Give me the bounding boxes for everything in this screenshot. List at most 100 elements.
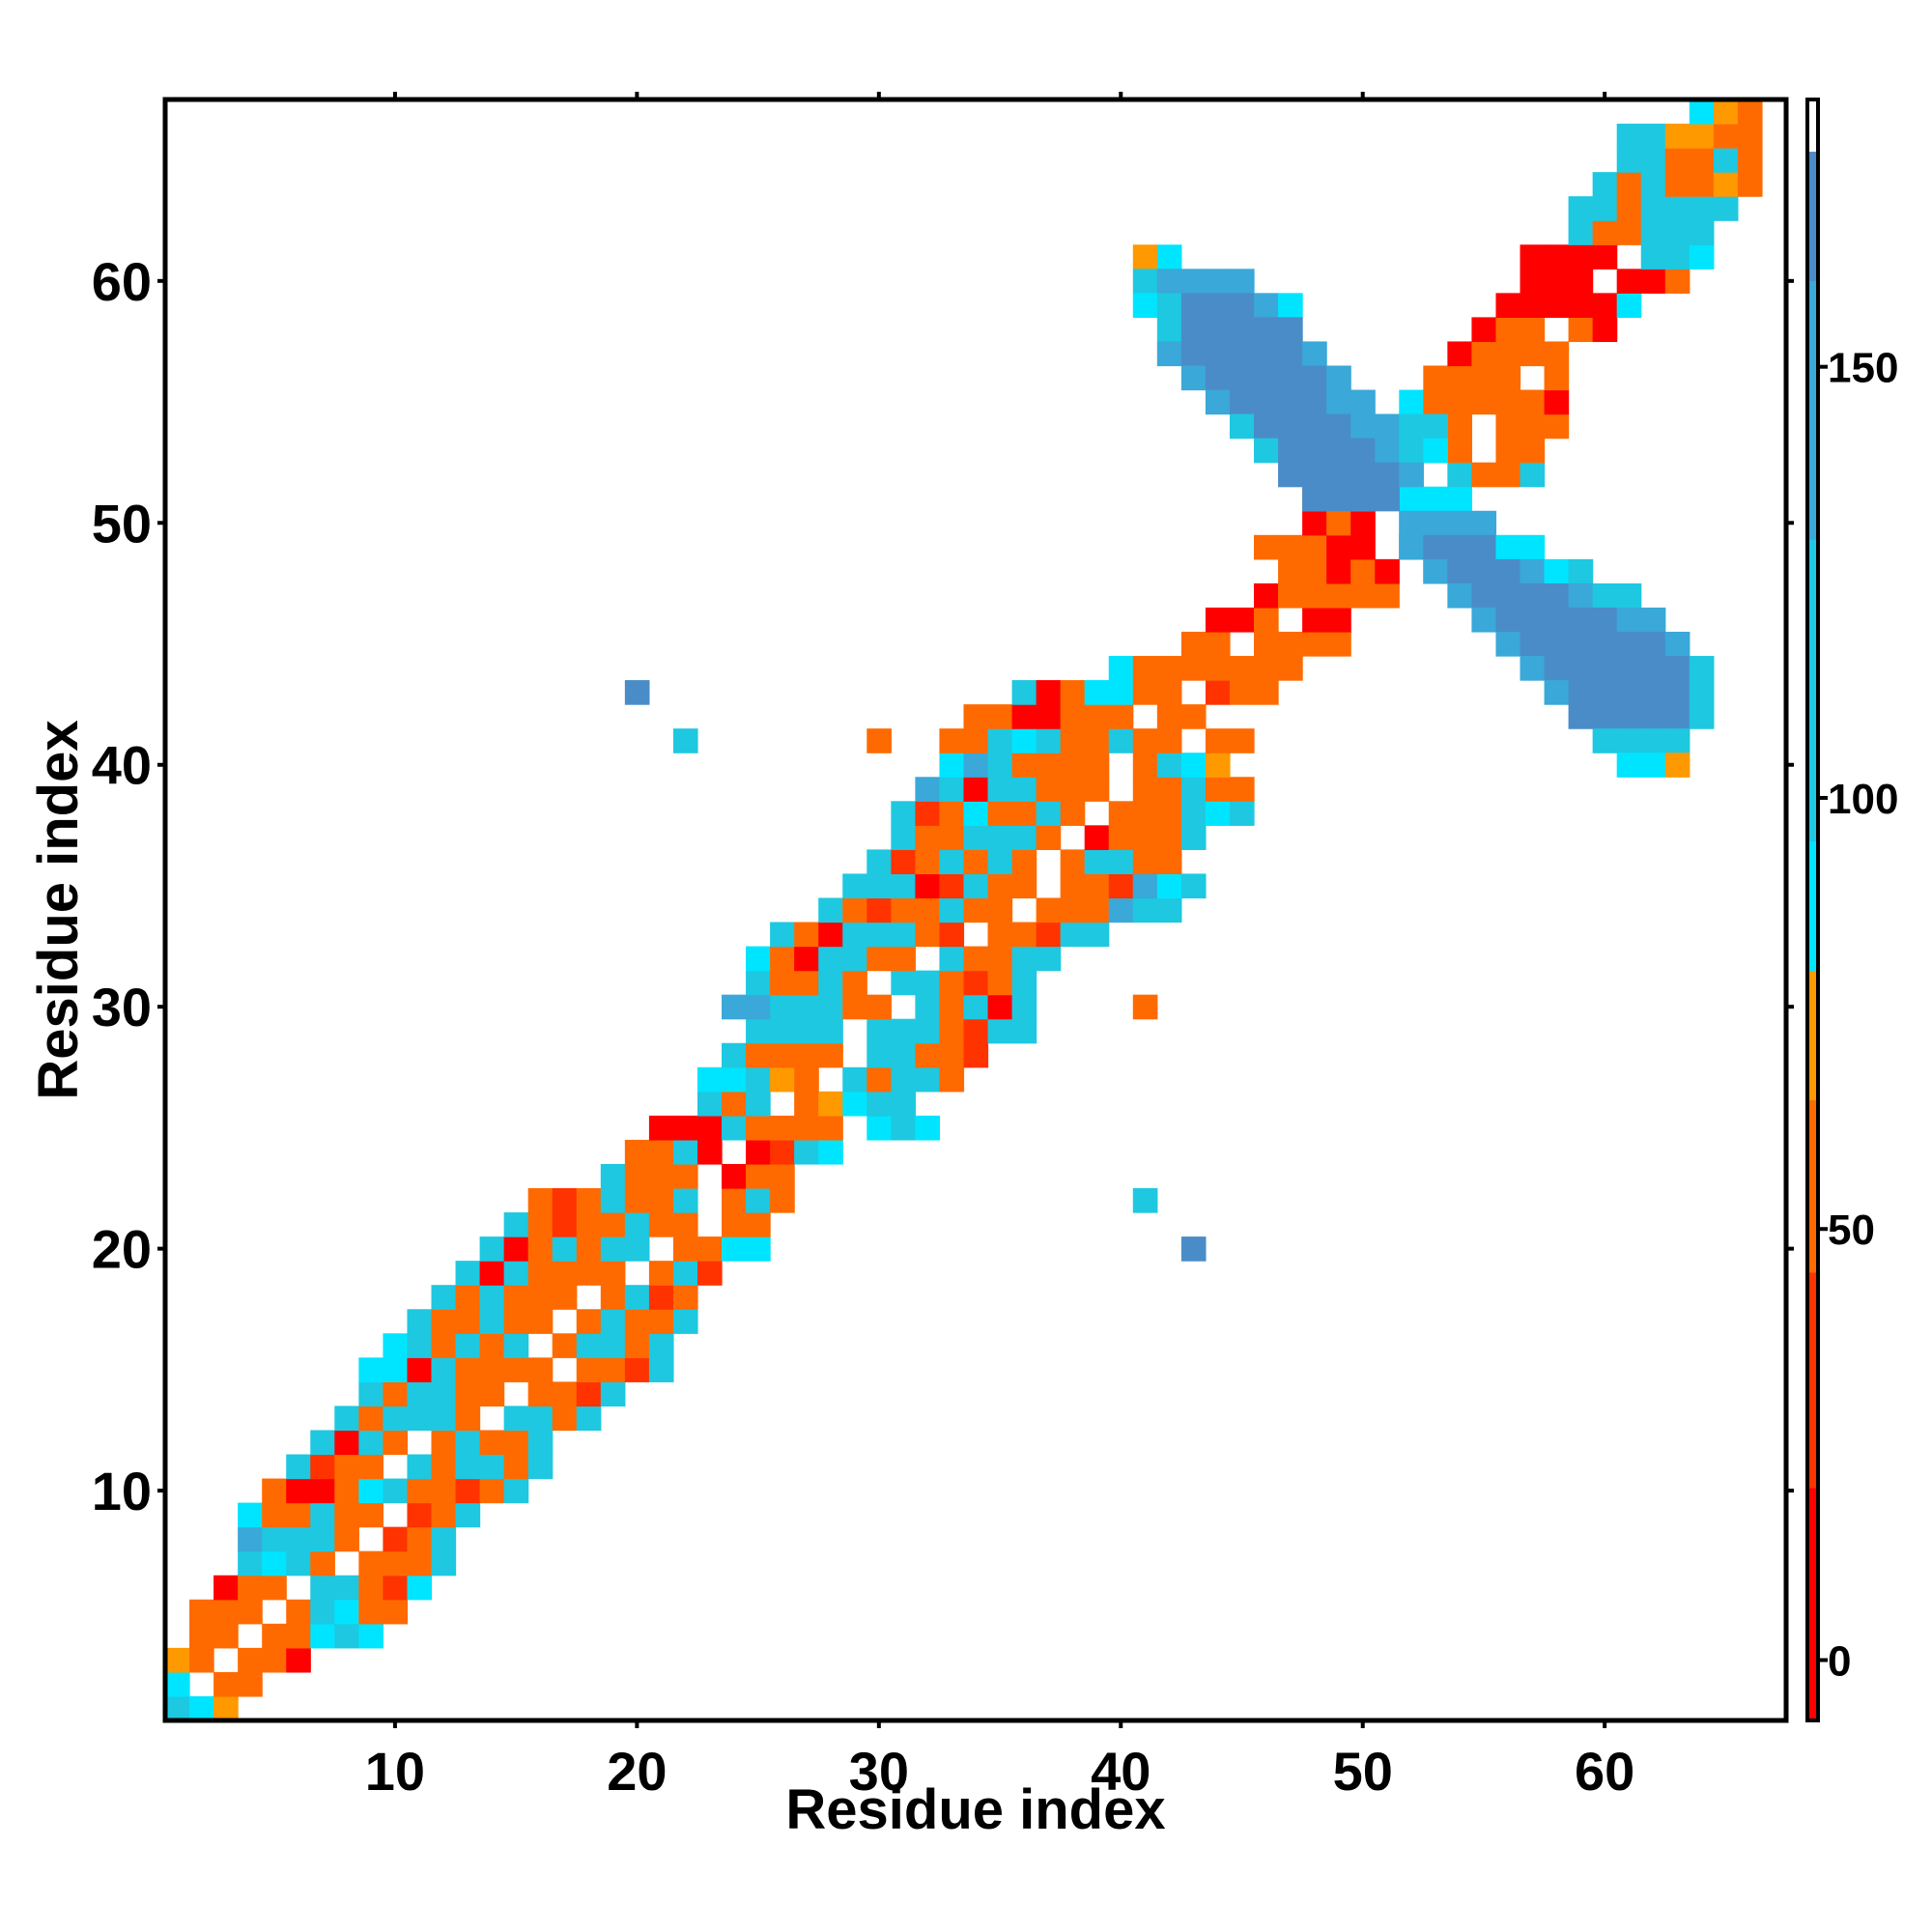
heatmap-cell — [1399, 438, 1424, 464]
heatmap-cell — [1689, 148, 1715, 173]
heatmap-cell — [1180, 801, 1207, 826]
heatmap-cell — [624, 1333, 650, 1358]
heatmap-cell — [1278, 389, 1303, 415]
heatmap-cell — [1447, 534, 1473, 560]
y-axis-label: Residue index — [27, 720, 90, 1099]
heatmap-cell — [455, 1357, 481, 1382]
heatmap-cell — [939, 849, 965, 875]
heatmap-cell — [1156, 777, 1182, 802]
heatmap-cell — [1108, 849, 1134, 875]
heatmap-cell — [479, 1478, 505, 1504]
heatmap-cell — [939, 1042, 965, 1068]
heatmap-cell — [552, 1261, 578, 1286]
heatmap-cell — [286, 1647, 311, 1673]
heatmap-cell — [310, 1550, 335, 1577]
heatmap-cell — [1205, 607, 1231, 633]
heatmap-cell — [1278, 365, 1303, 391]
heatmap-cell — [1664, 753, 1690, 778]
heatmap-cell — [624, 680, 650, 705]
y-tick-label: 50 — [92, 493, 152, 554]
heatmap-cell — [818, 922, 843, 948]
heatmap-cell — [1423, 438, 1448, 464]
heatmap-cell — [1520, 462, 1546, 488]
heatmap-cell — [1132, 680, 1158, 705]
y-tick-label: 20 — [92, 1219, 152, 1280]
heatmap-cell — [746, 970, 771, 996]
heatmap-cell — [1616, 607, 1642, 633]
heatmap-cell — [672, 1163, 698, 1189]
heatmap-cell — [310, 1454, 335, 1480]
heatmap-cell — [1180, 269, 1207, 294]
heatmap-cell — [407, 1526, 433, 1552]
heatmap-cell — [334, 1406, 359, 1432]
heatmap-cell — [1302, 510, 1327, 536]
heatmap-cell — [1036, 825, 1062, 850]
heatmap-cell — [238, 1599, 263, 1625]
heatmap-cell — [672, 1261, 698, 1286]
heatmap-cell — [358, 1550, 384, 1577]
heatmap-cell — [987, 753, 1013, 778]
heatmap-cell — [1156, 873, 1182, 899]
heatmap-cell — [455, 1285, 481, 1310]
heatmap-cell — [1278, 558, 1303, 584]
heatmap-cell — [818, 1091, 843, 1117]
heatmap-cell — [576, 1188, 602, 1213]
heatmap-cell — [165, 1671, 190, 1697]
heatmap-cell — [1592, 220, 1618, 245]
heatmap-cell — [963, 801, 989, 826]
heatmap-cell — [939, 1018, 965, 1044]
heatmap-cell — [527, 1212, 554, 1237]
heatmap-cell — [1664, 148, 1690, 173]
heatmap-cell — [1326, 582, 1351, 609]
heatmap-cell — [722, 1163, 747, 1189]
heatmap-cell — [262, 1550, 287, 1577]
heatmap-cell — [1350, 582, 1376, 609]
heatmap-cell — [1423, 486, 1448, 512]
heatmap-cell — [891, 825, 916, 850]
heatmap-cell — [1156, 849, 1182, 875]
heatmap-cell — [552, 1212, 578, 1237]
heatmap-cell — [455, 1502, 481, 1528]
heatmap-cell — [407, 1381, 433, 1407]
heatmap-cell — [1132, 293, 1158, 318]
heatmap-cell — [262, 1623, 287, 1649]
heatmap-cell — [963, 728, 989, 753]
heatmap-cell — [963, 753, 989, 778]
heatmap-cell — [1326, 534, 1351, 560]
heatmap-cell — [1229, 389, 1255, 415]
heatmap-cell — [1568, 680, 1594, 705]
heatmap-cell — [479, 1381, 505, 1407]
heatmap-cell — [1544, 558, 1570, 584]
heatmap-cell — [842, 897, 867, 923]
heatmap-cell — [770, 994, 795, 1020]
heatmap-cell — [963, 704, 989, 729]
heatmap-cell — [1568, 244, 1594, 270]
heatmap-cell — [1180, 656, 1207, 681]
heatmap-cell — [624, 1188, 650, 1213]
y-tick-label: 10 — [92, 1461, 152, 1521]
heatmap-cell — [1640, 148, 1666, 173]
heatmap-cell — [527, 1188, 554, 1213]
heatmap-cell — [1156, 317, 1182, 343]
heatmap-cell — [696, 1066, 723, 1093]
heatmap-cell — [1108, 728, 1134, 753]
heatmap-cell — [1423, 534, 1448, 560]
heatmap-cell — [503, 1430, 529, 1456]
heatmap-cell — [503, 1406, 529, 1432]
heatmap-cell — [794, 922, 819, 948]
heatmap-cell — [1592, 172, 1618, 197]
heatmap-cell — [552, 1285, 578, 1310]
axis-ticks: 10 20 30 40 50 60 10 20 30 40 50 60 — [92, 92, 1794, 1802]
heatmap-cell — [746, 1066, 771, 1093]
heatmap-cell — [1471, 341, 1497, 367]
heatmap-cell — [1278, 293, 1303, 318]
heatmap-cell — [1689, 244, 1715, 270]
heatmap-cell — [1132, 1188, 1158, 1213]
heatmap-cell — [1375, 582, 1400, 609]
heatmap-cell — [915, 897, 941, 923]
heatmap-cell — [1156, 680, 1182, 705]
heatmap-cell — [1084, 704, 1110, 729]
heatmap-cell — [479, 1236, 505, 1262]
heatmap-cell — [334, 1599, 359, 1625]
heatmap-cell — [1592, 631, 1618, 657]
